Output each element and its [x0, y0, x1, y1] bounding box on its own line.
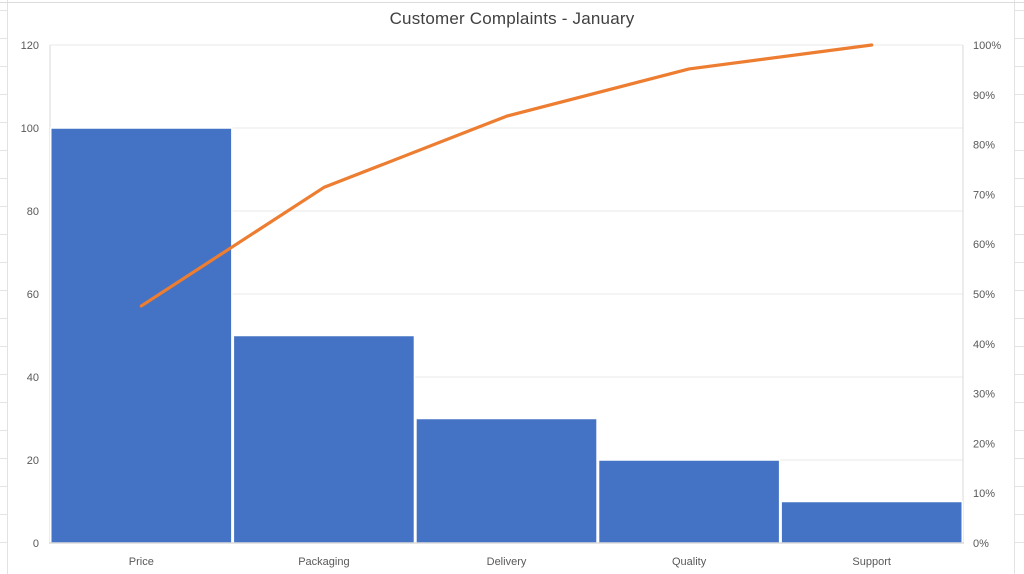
bar-quality [597, 459, 781, 544]
left-axis-tick-label: 100 [21, 123, 39, 135]
right-axis-tick-label: 90% [973, 90, 995, 102]
category-label: Price [129, 556, 154, 568]
right-axis-tick-label: 20% [973, 438, 995, 450]
right-axis-tick-label: 50% [973, 289, 995, 301]
bar-support [780, 500, 964, 544]
left-axis-tick-label: 120 [21, 40, 39, 52]
right-axis-tick-label: 0% [973, 538, 989, 550]
right-axis-tick-label: 80% [973, 140, 995, 152]
category-label: Delivery [487, 556, 527, 568]
left-axis-tick-label: 60 [27, 289, 39, 301]
left-axis-tick-label: 20 [27, 455, 39, 467]
category-label: Quality [672, 556, 707, 568]
bar-packaging [232, 334, 416, 544]
chart-frame-top-border [0, 2, 1024, 3]
right-axis-tick-label: 10% [973, 488, 995, 500]
category-label: Support [852, 556, 891, 568]
bar-delivery [415, 417, 598, 544]
bar-price [50, 127, 233, 544]
category-label: Packaging [298, 556, 349, 568]
right-axis-tick-label: 70% [973, 189, 995, 201]
spreadsheet-gridlines-left [0, 0, 8, 574]
left-axis-tick-label: 40 [27, 372, 39, 384]
left-axis-tick-label: 0 [33, 538, 39, 550]
right-axis-tick-label: 60% [973, 239, 995, 251]
right-axis-tick-label: 40% [973, 339, 995, 351]
left-axis-tick-label: 80 [27, 206, 39, 218]
spreadsheet-gridlines-right [1014, 0, 1024, 574]
right-axis-tick-label: 30% [973, 389, 995, 401]
cumulative-percent-line [139, 43, 874, 308]
chart-title: Customer Complaints - January [389, 9, 635, 28]
right-axis-tick-label: 100% [973, 40, 1001, 52]
